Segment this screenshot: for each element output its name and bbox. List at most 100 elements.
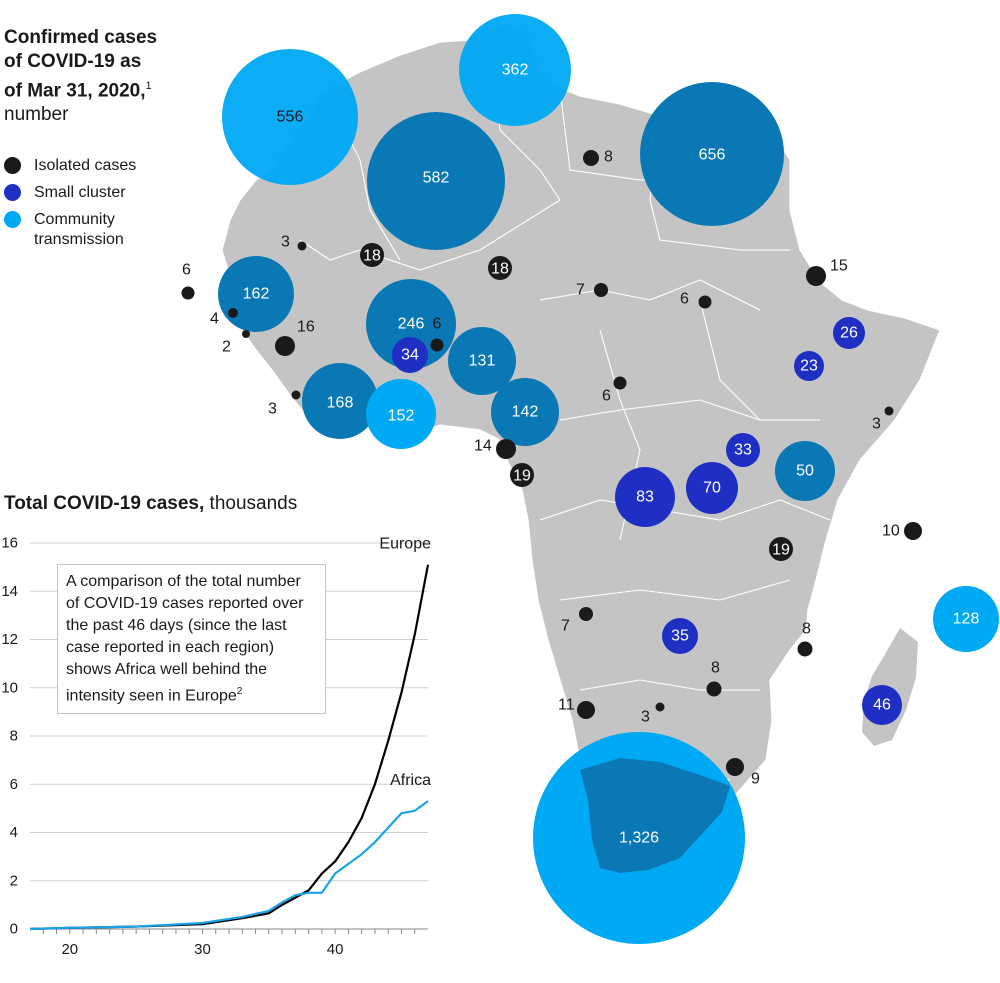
label-namibia: 11	[558, 697, 575, 714]
bubble-nigeria[interactable]	[448, 327, 516, 395]
dot-djibouti[interactable]	[806, 266, 826, 286]
dot-seychelles[interactable]	[904, 522, 922, 540]
label-19-a: 19	[513, 468, 531, 485]
bubble-cameroon[interactable]	[491, 378, 559, 446]
small-cluster-circles	[392, 317, 902, 725]
bubble-ghana[interactable]	[366, 379, 436, 449]
dot-niger-18[interactable]	[360, 243, 384, 267]
label-mauritania: 3	[281, 234, 290, 251]
dot-zimbabwe[interactable]	[706, 681, 722, 697]
chart-title-unit: thousands	[204, 493, 298, 514]
dot-cape-verde[interactable]	[181, 286, 195, 300]
isolated-case-dots	[181, 150, 922, 776]
bubble-madagascar[interactable]	[862, 685, 902, 725]
label-656: 656	[699, 147, 726, 164]
bubble-morocco[interactable]	[222, 49, 358, 185]
y-tick-label: 16	[1, 535, 18, 552]
label-guinea-bissau: 2	[222, 339, 231, 356]
bubble-kenya[interactable]	[775, 441, 835, 501]
annotation-footnote: 2	[236, 686, 243, 697]
dot-equatorial-guinea[interactable]	[496, 439, 516, 459]
label-19-b: 19	[772, 542, 790, 559]
bubble-mauritius[interactable]	[933, 586, 999, 652]
legend-isolated-dot	[4, 157, 21, 174]
dot-congo[interactable]	[613, 376, 627, 390]
series-label-europe: Europe	[379, 536, 431, 553]
dot-libya[interactable]	[583, 150, 599, 166]
dot-benin[interactable]	[430, 338, 444, 352]
bubble-ethiopia[interactable]	[794, 351, 824, 381]
dot-guinea-bissau[interactable]	[242, 330, 250, 338]
dot-car[interactable]	[594, 283, 608, 297]
bubble-uganda[interactable]	[726, 433, 760, 467]
label-algeria-6: 6	[182, 262, 191, 279]
legend-item-cluster: Small cluster	[4, 183, 154, 203]
label-26: 26	[840, 325, 858, 342]
dot-sudan[interactable]	[698, 295, 712, 309]
legend-isolated-label: Isolated cases	[34, 157, 137, 174]
title-line-3: of Mar 31, 2020,	[4, 80, 146, 102]
bubble-cote-divoire[interactable]	[302, 363, 378, 439]
dot-gabon-19[interactable]	[510, 463, 534, 487]
y-tick-label: 2	[10, 872, 18, 889]
bubble-egypt[interactable]	[640, 82, 784, 226]
label-djibouti: 15	[830, 258, 848, 275]
label-18-b: 18	[491, 261, 509, 278]
label-congo: 6	[602, 388, 611, 405]
label-benin: 6	[433, 316, 442, 333]
dot-mauritania[interactable]	[297, 241, 307, 251]
legend-community-label: Community transmission	[34, 211, 124, 248]
bubble-rwanda[interactable]	[686, 462, 738, 514]
y-tick-label: 0	[10, 921, 18, 938]
dot-somalia[interactable]	[884, 406, 894, 416]
label-556: 556	[277, 109, 304, 126]
series-labels: Europe Africa	[379, 536, 431, 789]
bubble-algeria[interactable]	[367, 112, 505, 250]
label-131: 131	[469, 353, 496, 370]
label-152: 152	[388, 408, 415, 425]
x-tick-label: 30	[194, 941, 211, 958]
label-mozambique: 8	[802, 621, 811, 638]
dot-gambia[interactable]	[228, 308, 238, 318]
x-tick-label: 40	[327, 941, 344, 958]
legend-cluster-label: Small cluster	[34, 184, 126, 201]
label-70: 70	[703, 480, 721, 497]
bubble-mali[interactable]	[392, 337, 428, 373]
dot-eswatini[interactable]	[726, 758, 744, 776]
bubble-tunisia[interactable]	[459, 14, 571, 126]
bubble-drc[interactable]	[615, 467, 675, 527]
dot-mozambique[interactable]	[797, 641, 813, 657]
title-unit: number	[4, 104, 69, 126]
dot-tanzania-19[interactable]	[769, 537, 793, 561]
dot-liberia[interactable]	[291, 390, 301, 400]
label-23: 23	[800, 358, 818, 375]
y-tick-label: 6	[10, 776, 18, 793]
y-tick-label: 14	[1, 583, 18, 600]
dot-namibia[interactable]	[577, 701, 595, 719]
label-362: 362	[502, 62, 529, 79]
legend-community-dot	[4, 211, 21, 228]
dot-chad-18[interactable]	[488, 256, 512, 280]
title-line-1: Confirmed cases	[4, 27, 158, 48]
label-angola: 7	[561, 618, 570, 635]
bubble-zambia[interactable]	[662, 618, 698, 654]
label-246: 246	[398, 316, 425, 333]
dot-botswana[interactable]	[655, 702, 665, 712]
y-tick-label: 10	[1, 679, 18, 696]
label-162: 162	[243, 286, 270, 303]
label-582: 582	[423, 170, 450, 187]
legend-item-isolated: Isolated cases	[4, 156, 154, 176]
label-35: 35	[671, 628, 689, 645]
label-seychelles: 10	[882, 523, 900, 540]
dot-guinea[interactable]	[275, 336, 295, 356]
chart-series	[29, 564, 430, 931]
label-liberia: 3	[268, 401, 277, 418]
bubble-eritrea[interactable]	[833, 317, 865, 349]
dot-angola[interactable]	[579, 607, 593, 621]
label-botswana: 3	[641, 709, 650, 726]
x-tick-label: 20	[61, 941, 78, 958]
label-car: 7	[576, 282, 585, 299]
label-83: 83	[636, 489, 654, 506]
label-50: 50	[796, 463, 814, 480]
